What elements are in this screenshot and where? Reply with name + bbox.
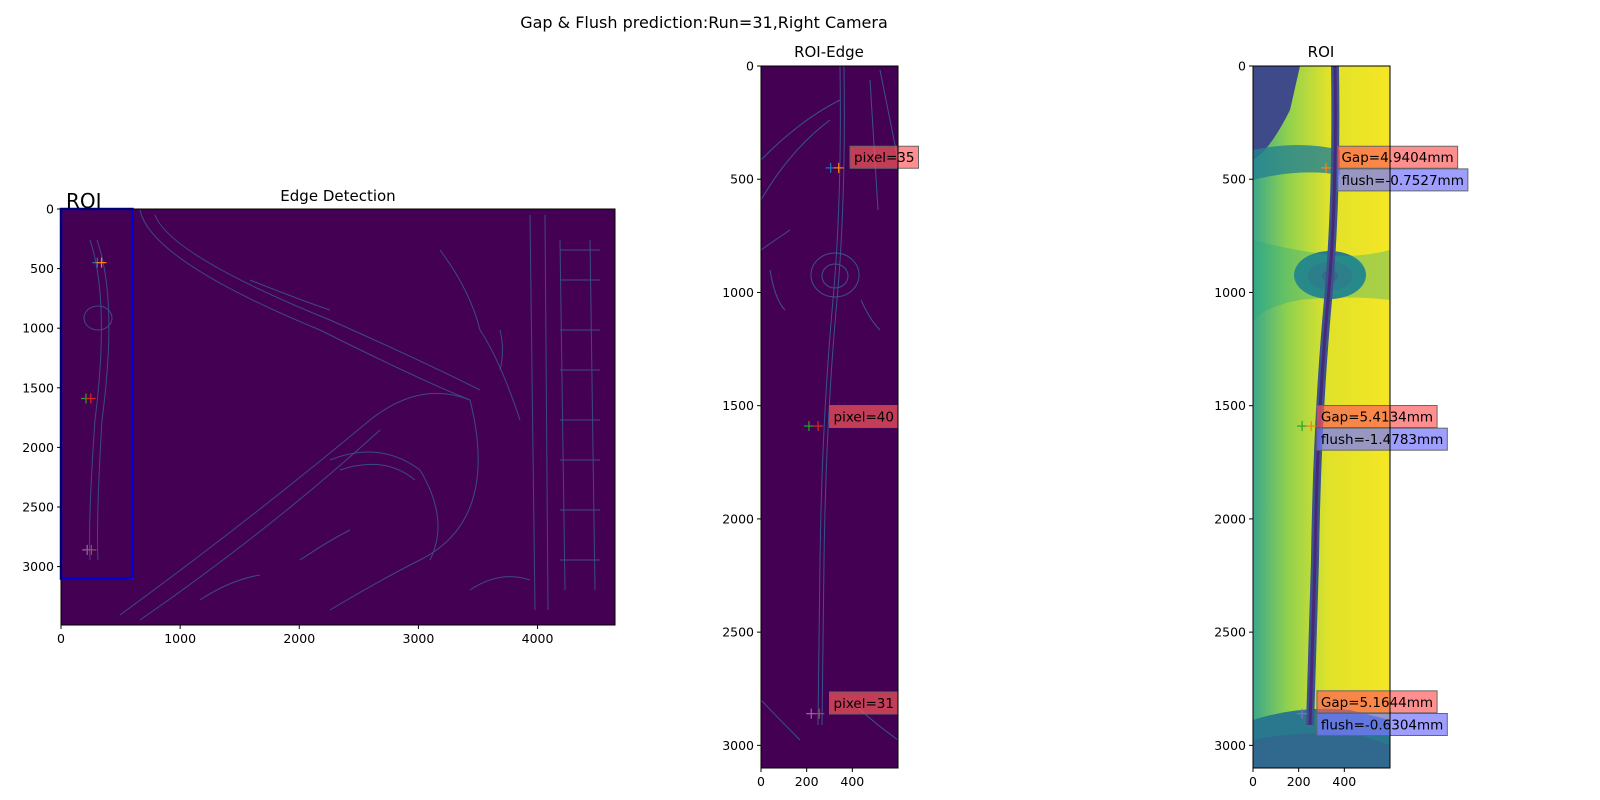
- y-tick-label: 1500: [22, 380, 54, 395]
- x-tick-label: 4000: [522, 631, 554, 646]
- y-tick-label: 0: [1238, 59, 1246, 74]
- svg-text:Gap=4.9404mm: Gap=4.9404mm: [1341, 150, 1453, 166]
- y-tick-label: 2500: [722, 625, 754, 640]
- x-tick-label: 2000: [283, 631, 315, 646]
- roi-edge-annotations: pixel=35 pixel=40 pixel=31: [829, 145, 920, 715]
- x-tick-label: 0: [1249, 774, 1257, 789]
- x-tick-label: 0: [57, 631, 65, 646]
- plus-marker: [96, 257, 107, 268]
- y-tick-label: 1000: [722, 285, 754, 300]
- roi-edge-lines: [761, 66, 898, 741]
- y-tick-label: 1000: [1214, 285, 1246, 300]
- annotation-label: flush=-1.4783mm: [1316, 427, 1448, 451]
- x-tick-label: 400: [840, 774, 864, 789]
- edge-title: Edge Detection: [280, 187, 395, 205]
- y-tick-label: 3000: [22, 559, 54, 574]
- plus-marker: [803, 421, 814, 432]
- y-tick-label: 500: [30, 261, 54, 276]
- edge-detection-panel: ROI Edge Detection 0 1000 2000 3000 4000 0 500…: [22, 187, 616, 647]
- annotation-label: Gap=5.4134mm: [1316, 405, 1438, 429]
- y-tick-label: 2000: [22, 440, 54, 455]
- edge-image-background: [61, 209, 615, 625]
- annotation-label: flush=-0.6304mm: [1316, 713, 1448, 737]
- svg-text:pixel=40: pixel=40: [834, 410, 894, 426]
- plus-marker: [814, 708, 825, 719]
- roi-edge-panel: pixel=35 pixel=40 pixel=31 ROI-Edge 0 200 40…: [722, 43, 920, 790]
- roi-markers: [1297, 162, 1332, 719]
- annotation-label: flush=-0.7527mm: [1336, 168, 1469, 192]
- plus-marker: [833, 162, 844, 173]
- y-tick-label: 3000: [722, 738, 754, 753]
- plus-marker: [1297, 708, 1308, 719]
- plus-marker: [1321, 162, 1332, 173]
- roi-annotations: Gap=4.9404mm flush=-0.7527mm Gap=5.4134mm f…: [1316, 145, 1469, 737]
- edge-axes-frame: [60, 208, 616, 626]
- edge-roi-label: ROI: [66, 189, 102, 213]
- plus-marker: [813, 421, 824, 432]
- annotation-label: pixel=40: [829, 405, 899, 429]
- y-tick-label: 2000: [722, 511, 754, 526]
- y-tick-label: 0: [46, 202, 54, 217]
- plus-marker: [1306, 421, 1317, 432]
- x-tick-label: 1000: [164, 631, 196, 646]
- y-tick-label: 500: [1222, 172, 1246, 187]
- edge-markers: [81, 257, 107, 555]
- plus-marker: [86, 544, 97, 555]
- annotation-label: pixel=31: [829, 691, 899, 715]
- roi-axes-frame: [1252, 65, 1391, 769]
- plus-marker: [85, 393, 96, 404]
- y-tick-label: 1500: [722, 398, 754, 413]
- svg-text:flush=-1.4783mm: flush=-1.4783mm: [1321, 432, 1443, 448]
- edge-lines: [83, 209, 600, 621]
- roi-title: ROI: [1308, 43, 1335, 61]
- x-tick-label: 0: [757, 774, 765, 789]
- y-tick-label: 1000: [22, 321, 54, 336]
- annotation-label: pixel=35: [849, 145, 920, 169]
- edge-axis-ticks: 0 1000 2000 3000 4000 0 500 1000 1500 2000 2500 300…: [22, 202, 553, 647]
- roi-edge-title: ROI-Edge: [794, 43, 864, 61]
- svg-text:Gap=5.1644mm: Gap=5.1644mm: [1321, 695, 1433, 711]
- roi-edge-axes-frame: [760, 65, 899, 769]
- y-tick-label: 3000: [1214, 738, 1246, 753]
- y-tick-label: 0: [746, 59, 754, 74]
- x-tick-label: 200: [1287, 774, 1311, 789]
- x-tick-label: 200: [795, 774, 819, 789]
- roi-panel: Gap=4.9404mm flush=-0.7527mm Gap=5.4134mm f…: [1214, 43, 1469, 790]
- plus-marker: [1297, 421, 1308, 432]
- y-tick-label: 500: [730, 172, 754, 187]
- figure-title: Gap & Flush prediction:Run=31,Right Came…: [520, 13, 888, 32]
- roi-axis-ticks: 0 200 400 0 500 1000 1500 2000 2500 3000: [1214, 59, 1356, 790]
- y-tick-label: 2500: [1214, 625, 1246, 640]
- svg-text:pixel=35: pixel=35: [854, 150, 914, 166]
- x-tick-label: 3000: [403, 631, 435, 646]
- svg-text:pixel=31: pixel=31: [834, 696, 894, 712]
- y-tick-label: 1500: [1214, 398, 1246, 413]
- svg-text:Gap=5.4134mm: Gap=5.4134mm: [1321, 410, 1433, 426]
- annotation-label: Gap=4.9404mm: [1336, 145, 1459, 169]
- roi-edge-axis-ticks: 0 200 400 0 500 1000 1500 2000 2500 3000: [722, 59, 864, 790]
- y-tick-label: 2000: [1214, 511, 1246, 526]
- svg-text:flush=-0.6304mm: flush=-0.6304mm: [1321, 718, 1443, 734]
- annotation-label: Gap=5.1644mm: [1316, 690, 1438, 714]
- y-tick-label: 2500: [22, 499, 54, 514]
- x-tick-label: 400: [1332, 774, 1356, 789]
- roi-edge-markers: [803, 162, 844, 719]
- svg-text:flush=-0.7527mm: flush=-0.7527mm: [1341, 173, 1463, 189]
